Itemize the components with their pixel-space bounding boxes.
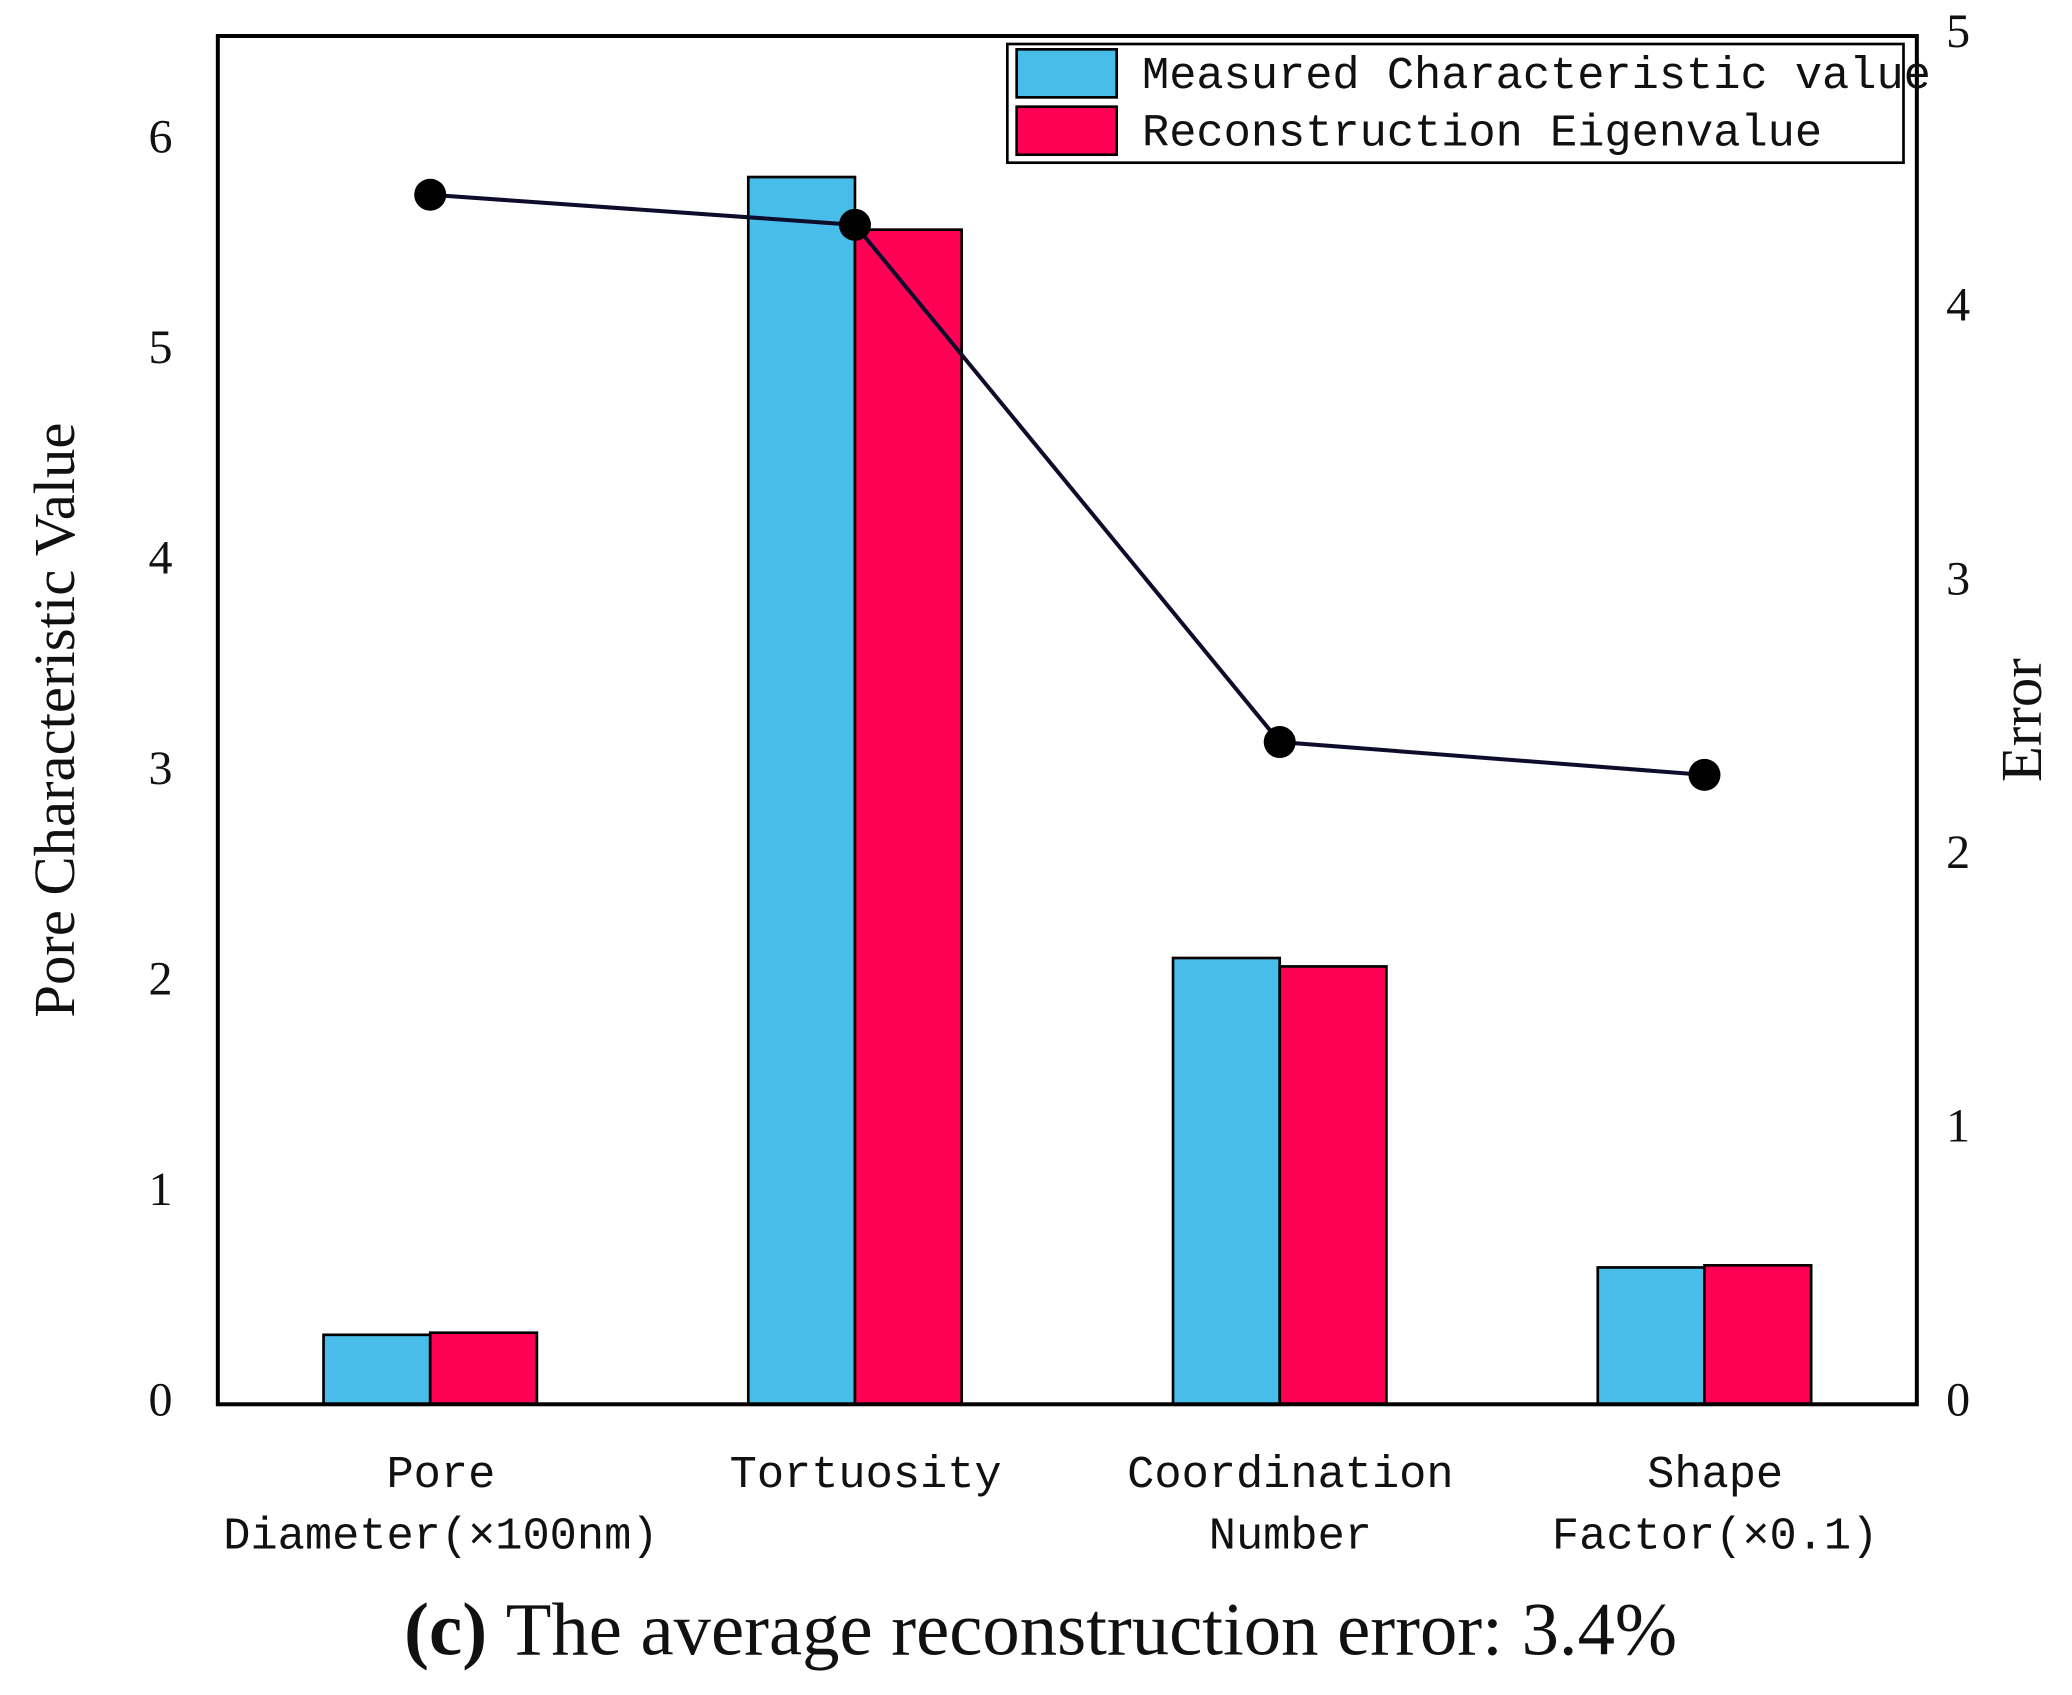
- error-point: [414, 178, 447, 211]
- legend-frame: [1005, 42, 1905, 165]
- caption-text: The average reconstruction error: 3.4%: [506, 1589, 1677, 1672]
- y-tick-label: 5: [148, 321, 172, 374]
- y2-tick-label: 0: [1946, 1373, 1970, 1426]
- x-tick-label: Pore: [386, 1449, 495, 1501]
- x-tick-label: Tortuosity: [730, 1449, 1002, 1501]
- legend-label: Reconstruction Eigenvalue: [1142, 107, 1822, 159]
- error-line: [430, 192, 1705, 777]
- y2-tick-label: 5: [1946, 5, 1970, 58]
- x-tick-label: Factor(×0.1): [1552, 1510, 1878, 1562]
- x-tick-label: Coordination: [1127, 1449, 1453, 1501]
- y2-tick-label: 4: [1946, 279, 1970, 332]
- y2-axis-title: Error: [1989, 658, 2054, 782]
- bar: [746, 175, 857, 1406]
- caption: (c) The average reconstruction error: 3.…: [404, 1589, 1677, 1672]
- x-tick-label: Diameter(×100nm): [223, 1510, 658, 1562]
- legend: Measured Characteristic valueReconstruct…: [1005, 42, 1931, 165]
- error-point: [1688, 758, 1721, 791]
- y-tick-label: 6: [148, 110, 172, 163]
- bar: [1596, 1266, 1706, 1406]
- y-tick-label: 0: [148, 1373, 172, 1426]
- bar: [428, 1331, 539, 1406]
- y-tick-label: 1: [148, 1163, 172, 1216]
- legend-label: Measured Characteristic value: [1142, 50, 1931, 102]
- plot-frame: [215, 34, 1919, 1407]
- y-axis-title: Pore Characteristic Value: [22, 423, 87, 1018]
- bar: [322, 1333, 432, 1406]
- y-tick-label: 3: [148, 742, 172, 795]
- legend-swatch: [1015, 105, 1119, 157]
- error-point: [1263, 726, 1296, 759]
- y2-tick-label: 3: [1946, 552, 1970, 605]
- bar: [853, 228, 963, 1406]
- caption-label: (c): [404, 1589, 487, 1672]
- x-tick-label: Shape: [1647, 1449, 1783, 1501]
- y2-tick-label: 2: [1946, 826, 1970, 879]
- bar: [1171, 956, 1282, 1406]
- error-point: [838, 208, 871, 241]
- y-tick-label: 2: [148, 952, 172, 1005]
- legend-swatch: [1015, 48, 1119, 99]
- bar: [1278, 965, 1388, 1406]
- bar: [1703, 1264, 1813, 1406]
- y-tick-label: 4: [148, 531, 172, 584]
- x-tick-label: Number: [1209, 1510, 1372, 1562]
- y2-tick-label: 1: [1946, 1100, 1970, 1153]
